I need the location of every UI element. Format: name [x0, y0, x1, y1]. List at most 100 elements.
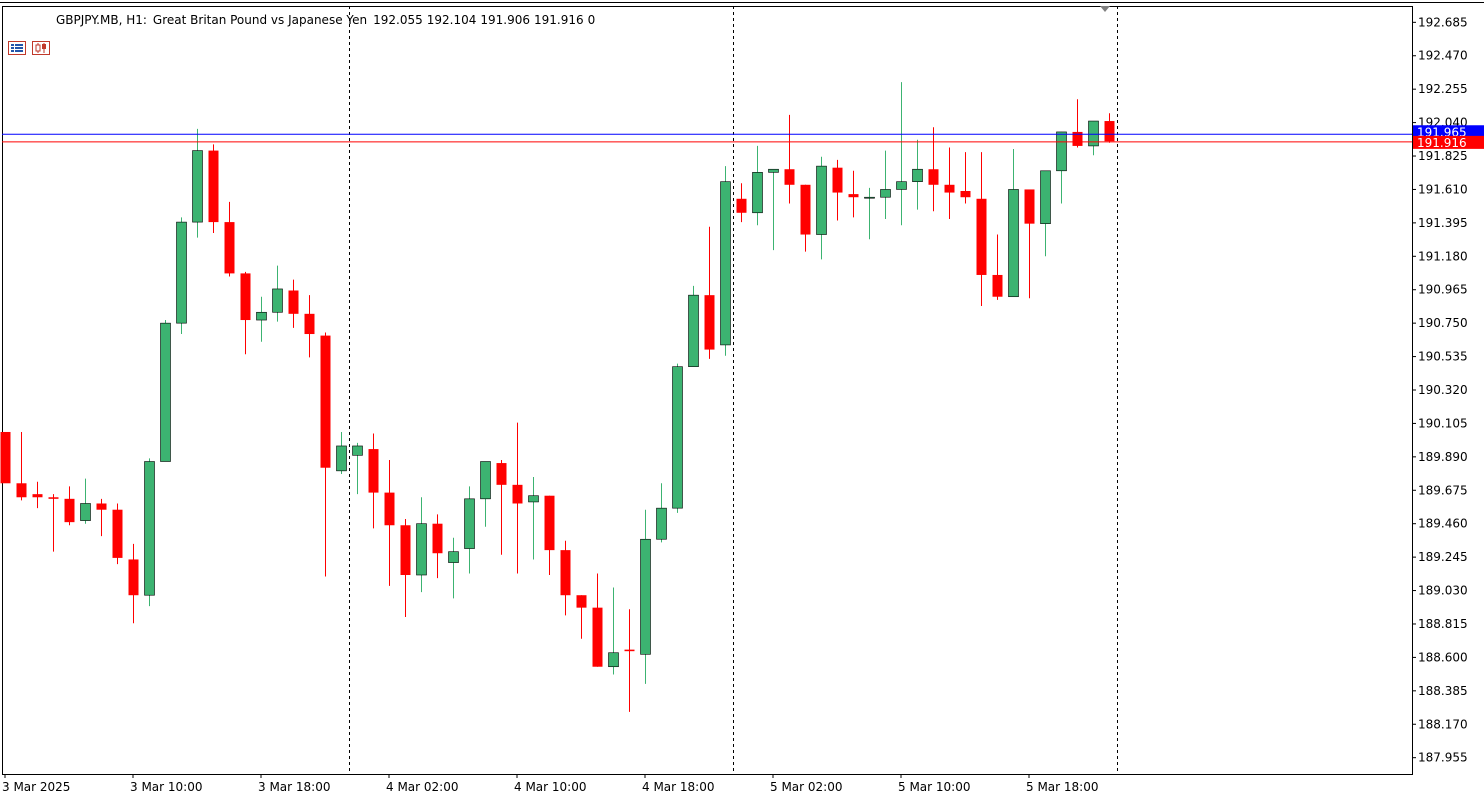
bull-candle-body[interactable]: [336, 445, 347, 472]
price-tick-label: 190.750: [1418, 316, 1468, 330]
bear-candle-body[interactable]: [32, 494, 43, 498]
bear-candle-body[interactable]: [128, 559, 139, 596]
bid-price-label-bg: [1413, 135, 1484, 149]
bear-candle-body[interactable]: [848, 194, 859, 198]
chart-shift-marker-icon[interactable]: [1100, 6, 1110, 12]
bull-candle-body[interactable]: [608, 652, 619, 668]
symbol-description: Great Britan Pound vs Japanese Yen: [152, 13, 368, 27]
bull-candle-body[interactable]: [896, 181, 907, 190]
bull-candle-body[interactable]: [672, 366, 683, 509]
bear-candle-body[interactable]: [576, 595, 587, 608]
time-axis-label: 3 Mar 18:00: [258, 780, 331, 794]
price-tick-label: 190.105: [1418, 416, 1468, 430]
bear-candle-body[interactable]: [96, 503, 107, 510]
bull-candle-body[interactable]: [176, 221, 187, 324]
bear-candle-body[interactable]: [400, 525, 411, 576]
bull-candle-body[interactable]: [352, 445, 363, 456]
bear-candle-body[interactable]: [512, 484, 523, 504]
price-tick-label: 192.470: [1418, 49, 1468, 63]
bear-candle-body[interactable]: [16, 483, 27, 498]
bear-candle-body[interactable]: [208, 150, 219, 223]
bull-candle-body[interactable]: [688, 294, 699, 367]
bear-candle-body[interactable]: [48, 497, 59, 499]
bear-candle-body[interactable]: [288, 290, 299, 314]
bear-candle-body[interactable]: [432, 523, 443, 554]
bear-candle-body[interactable]: [496, 463, 507, 485]
bull-candle-body[interactable]: [256, 311, 267, 321]
bull-candle-body[interactable]: [1008, 189, 1019, 298]
bull-candle-body[interactable]: [640, 538, 651, 655]
bear-candle-body[interactable]: [368, 449, 379, 493]
bull-candle-body[interactable]: [864, 196, 875, 199]
bull-candle-body[interactable]: [880, 189, 891, 198]
bull-candle-body[interactable]: [448, 551, 459, 563]
bear-candle-body[interactable]: [992, 274, 1003, 297]
bear-candle-body[interactable]: [784, 169, 795, 185]
bull-candle-body[interactable]: [272, 288, 283, 313]
price-tick-label: 191.395: [1418, 216, 1468, 230]
bear-candle-body[interactable]: [624, 649, 635, 652]
price-tick-label: 191.610: [1418, 182, 1468, 196]
bear-candle-body[interactable]: [832, 167, 843, 193]
price-tick-label: 189.675: [1418, 483, 1468, 497]
bull-candle-body[interactable]: [528, 495, 539, 503]
price-tick-label: 190.320: [1418, 383, 1468, 397]
bear-candle-body[interactable]: [384, 492, 395, 526]
bear-candle-body[interactable]: [960, 191, 971, 198]
bear-candle-body[interactable]: [240, 273, 251, 321]
menu-list-icon[interactable]: [8, 13, 26, 55]
bear-candle-body[interactable]: [704, 295, 715, 350]
bull-candle-body[interactable]: [160, 322, 171, 462]
bear-candle-body[interactable]: [976, 198, 987, 275]
time-axis-label: 3 Mar 10:00: [130, 780, 203, 794]
bull-candle-body[interactable]: [656, 507, 667, 540]
bear-candle-body[interactable]: [320, 335, 331, 468]
price-tick-label: 189.460: [1418, 517, 1468, 531]
bear-candle-body[interactable]: [736, 198, 747, 213]
bull-candle-body[interactable]: [80, 503, 91, 521]
time-axis-label: 5 Mar 02:00: [770, 780, 843, 794]
bear-candle-body[interactable]: [304, 313, 315, 335]
bear-candle-body[interactable]: [1072, 131, 1083, 146]
bear-candle-body[interactable]: [0, 431, 11, 484]
price-tick-label: 191.825: [1418, 149, 1468, 163]
bear-candle-body[interactable]: [560, 550, 571, 596]
bear-candle-body[interactable]: [592, 607, 603, 667]
bull-candle-body[interactable]: [912, 168, 923, 182]
time-axis-label: 4 Mar 02:00: [386, 780, 459, 794]
price-tick-label: 190.965: [1418, 283, 1468, 297]
time-axis-label: 5 Mar 18:00: [1026, 780, 1099, 794]
bull-candle-body[interactable]: [816, 165, 827, 235]
bull-candle-body[interactable]: [1056, 131, 1067, 172]
bear-candle-body[interactable]: [1024, 189, 1035, 224]
bear-candle-body[interactable]: [944, 184, 955, 193]
bull-candle-body[interactable]: [464, 498, 475, 549]
candlestick-chart-icon[interactable]: [32, 13, 50, 55]
time-axis-label: 3 Mar 2025: [2, 780, 70, 794]
bull-candle-body[interactable]: [144, 461, 155, 596]
bear-candle-body[interactable]: [928, 169, 939, 185]
bull-candle-body[interactable]: [192, 150, 203, 223]
bear-candle-body[interactable]: [64, 498, 75, 523]
time-axis-label: 5 Mar 10:00: [898, 780, 971, 794]
bull-candle-body[interactable]: [1088, 120, 1099, 147]
bull-candle-body[interactable]: [768, 168, 779, 173]
bear-candle-body[interactable]: [224, 222, 235, 274]
price-tick-label: 188.600: [1418, 650, 1468, 664]
price-tick-label: 188.170: [1418, 717, 1468, 731]
ohlc-volume: 0: [587, 13, 596, 27]
bear-candle-body[interactable]: [1104, 121, 1115, 142]
bull-candle-body[interactable]: [720, 181, 731, 346]
bull-candle-body[interactable]: [480, 461, 491, 500]
bear-candle-body[interactable]: [112, 509, 123, 558]
bull-candle-body[interactable]: [1040, 170, 1051, 224]
bear-candle-body[interactable]: [544, 495, 555, 551]
bear-candle-body[interactable]: [800, 184, 811, 235]
price-tick-label: 188.815: [1418, 617, 1468, 631]
bull-candle-body[interactable]: [416, 523, 427, 576]
bull-candle-body[interactable]: [752, 172, 763, 214]
price-tick-label: 192.685: [1418, 15, 1468, 29]
